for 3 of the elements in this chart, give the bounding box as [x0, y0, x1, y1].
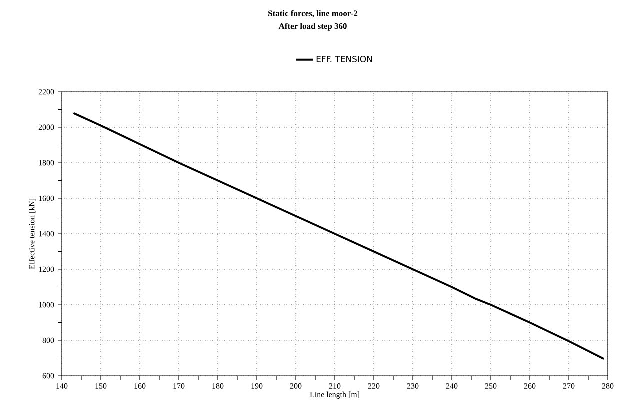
legend-label: EFF. TENSION	[316, 56, 372, 62]
chart-title: Static forces, line moor-2	[268, 10, 358, 18]
chart-subtitle: After load step 360	[278, 23, 347, 31]
